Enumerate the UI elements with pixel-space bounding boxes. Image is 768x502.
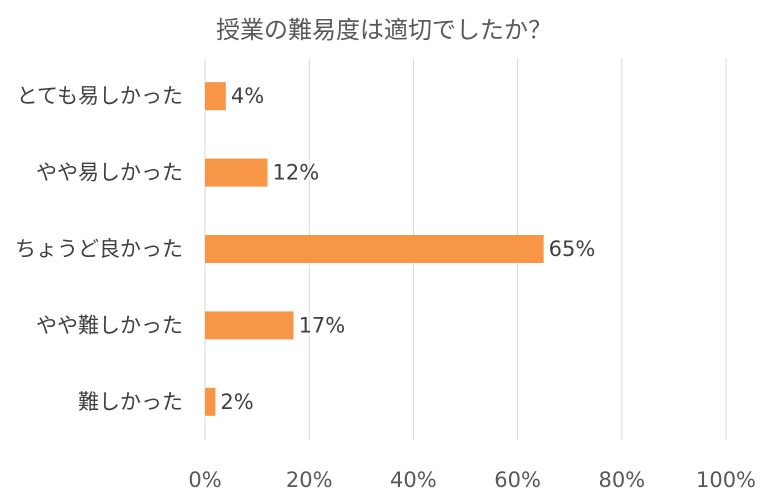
data-label: 65% <box>549 237 596 261</box>
x-axis-tick-labels: 0% 20% 40% 60% 80% 100% <box>188 468 756 492</box>
bar <box>205 235 544 263</box>
x-tick-label: 60% <box>494 468 541 492</box>
bar <box>205 82 226 111</box>
bar <box>205 158 268 187</box>
data-labels: 4% 12% 65% 17% 2% <box>220 84 595 414</box>
data-label: 17% <box>299 313 346 337</box>
x-tick-label: 0% <box>188 468 221 492</box>
bar <box>205 311 294 340</box>
category-label: やや易しかった <box>36 161 183 185</box>
x-tick-label: 100% <box>696 468 756 492</box>
data-label: 12% <box>273 161 320 185</box>
data-label: 2% <box>220 390 253 414</box>
category-label: とても易しかった <box>17 84 183 108</box>
bar <box>205 387 216 416</box>
x-tick-label: 80% <box>598 468 645 492</box>
category-label: ちょうど良かった <box>15 237 183 261</box>
category-label: 難しかった <box>78 390 183 414</box>
chart-title: 授業の難易度は適切でしたか？ <box>216 16 552 44</box>
bars <box>205 82 544 416</box>
x-tick-label: 40% <box>390 468 437 492</box>
category-label: やや難しかった <box>36 313 183 337</box>
data-label: 4% <box>231 84 264 108</box>
x-tick-label: 20% <box>286 468 333 492</box>
